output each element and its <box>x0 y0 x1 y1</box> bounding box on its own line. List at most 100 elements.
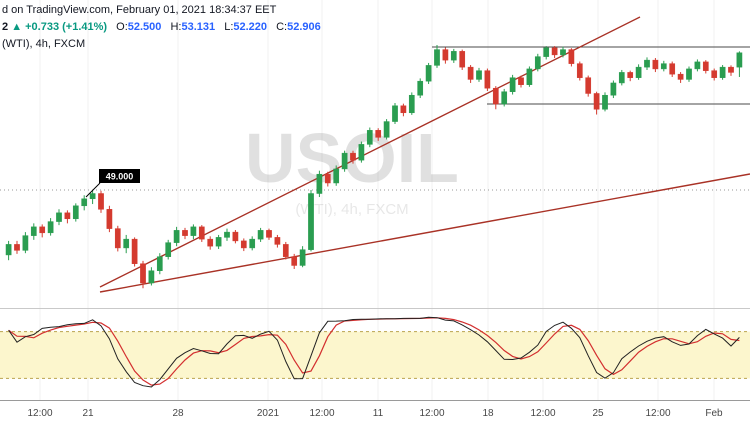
candle-body <box>618 72 625 84</box>
ohlc-low: L:52.220 <box>224 21 268 33</box>
candle-body <box>660 63 667 70</box>
candle-body <box>568 49 575 64</box>
candle-body <box>551 47 558 56</box>
candle-body <box>240 240 247 249</box>
candle-body <box>534 56 541 70</box>
candle-body <box>576 63 583 78</box>
stoch-band <box>0 331 750 379</box>
candle-body <box>417 80 424 96</box>
candle-body <box>232 231 239 242</box>
candle-body <box>728 66 734 73</box>
candle-body <box>14 244 20 251</box>
candle-body <box>47 221 54 234</box>
price-callout[interactable] <box>99 169 140 183</box>
candle-body <box>249 238 256 249</box>
candle-body <box>450 51 457 61</box>
candle-body <box>543 47 550 57</box>
ohlc-close: C:52.906 <box>276 21 321 33</box>
stoch-k-line <box>8 316 740 388</box>
candle-body <box>165 242 172 257</box>
candle-body <box>467 66 474 80</box>
candle-body <box>299 249 306 266</box>
candle-body <box>64 212 71 220</box>
candle-body <box>518 77 524 85</box>
candle-body <box>610 82 617 96</box>
candle-body <box>131 238 138 264</box>
price-change: ▲ +0.733 (+1.41%) <box>11 21 108 33</box>
candle-body <box>635 66 642 78</box>
callout-pointer <box>85 182 101 198</box>
candle-body <box>81 198 88 207</box>
candle-body <box>333 168 340 184</box>
candle-body <box>266 230 272 238</box>
time-label: 18 <box>482 408 494 419</box>
candle-body <box>677 73 684 80</box>
chart-header: d on TradingView.com, February 01, 2021 … <box>2 2 327 53</box>
candle-body <box>350 152 356 161</box>
candle-body <box>392 105 398 122</box>
candle-body <box>652 59 659 70</box>
candle-body <box>719 66 726 78</box>
watermark-subtitle: (WTI), 4h, FXCM <box>295 201 408 218</box>
trendline[interactable] <box>99 173 750 293</box>
candle-body <box>644 59 650 68</box>
candle-body <box>585 77 592 94</box>
price-callout-label: 49.000 <box>106 172 134 182</box>
candle-body <box>484 70 491 89</box>
time-axis[interactable]: 12:00 21 28 2021 12:00 11 12:00 18 12:00 25 12:00 F… <box>0 400 750 430</box>
candle-body <box>476 70 482 80</box>
candle-body <box>593 93 600 110</box>
candle-body <box>89 193 96 200</box>
ohlc-high: H:53.131 <box>170 21 216 33</box>
candle-body <box>669 63 676 75</box>
time-label: 25 <box>592 408 604 419</box>
time-label: 12:00 <box>419 408 445 419</box>
time-label: 2021 <box>256 408 280 419</box>
candle-body <box>375 130 382 138</box>
time-label: 12:00 <box>645 408 671 419</box>
candle-body <box>30 226 37 236</box>
candle-body <box>316 173 323 194</box>
candle-body <box>366 130 373 145</box>
candle-body <box>190 226 197 236</box>
candle-body <box>224 231 230 238</box>
candle-body <box>627 72 634 78</box>
candle-body <box>173 230 180 243</box>
candle-body <box>400 105 407 114</box>
candle-body <box>434 49 440 66</box>
candle-body <box>341 152 348 170</box>
candle-body <box>207 238 214 247</box>
candle-body <box>602 94 608 110</box>
candle-body <box>694 61 701 70</box>
candle-body <box>501 91 508 105</box>
candle-body <box>736 52 743 68</box>
candle-body <box>5 244 12 256</box>
candle-body <box>198 226 205 240</box>
candle-body <box>324 173 331 184</box>
candle-body <box>182 230 188 236</box>
candle-body <box>98 193 104 210</box>
time-label: Feb <box>705 408 723 419</box>
candle-body <box>686 68 692 80</box>
candle-body <box>509 77 516 92</box>
trendline[interactable] <box>99 16 641 288</box>
candle-body <box>123 238 130 249</box>
ohlc-open: O:52.500 <box>116 21 162 33</box>
last-price-fragment: 2 <box>2 21 9 33</box>
time-label: 12:00 <box>530 408 556 419</box>
candle-body <box>408 94 415 114</box>
candle-body <box>156 256 163 271</box>
candle-body <box>702 61 709 71</box>
candle-body <box>56 212 62 222</box>
symbol-info: (WTI), 4h, FXCM <box>2 38 86 50</box>
candle-body <box>425 65 432 82</box>
time-label: 28 <box>172 408 184 419</box>
candle-body <box>560 49 566 56</box>
time-label: 21 <box>82 408 94 419</box>
candle-body <box>308 193 314 250</box>
candle-body <box>39 226 46 234</box>
stochastic-pane[interactable] <box>0 308 750 400</box>
time-label: 11 <box>372 408 384 419</box>
